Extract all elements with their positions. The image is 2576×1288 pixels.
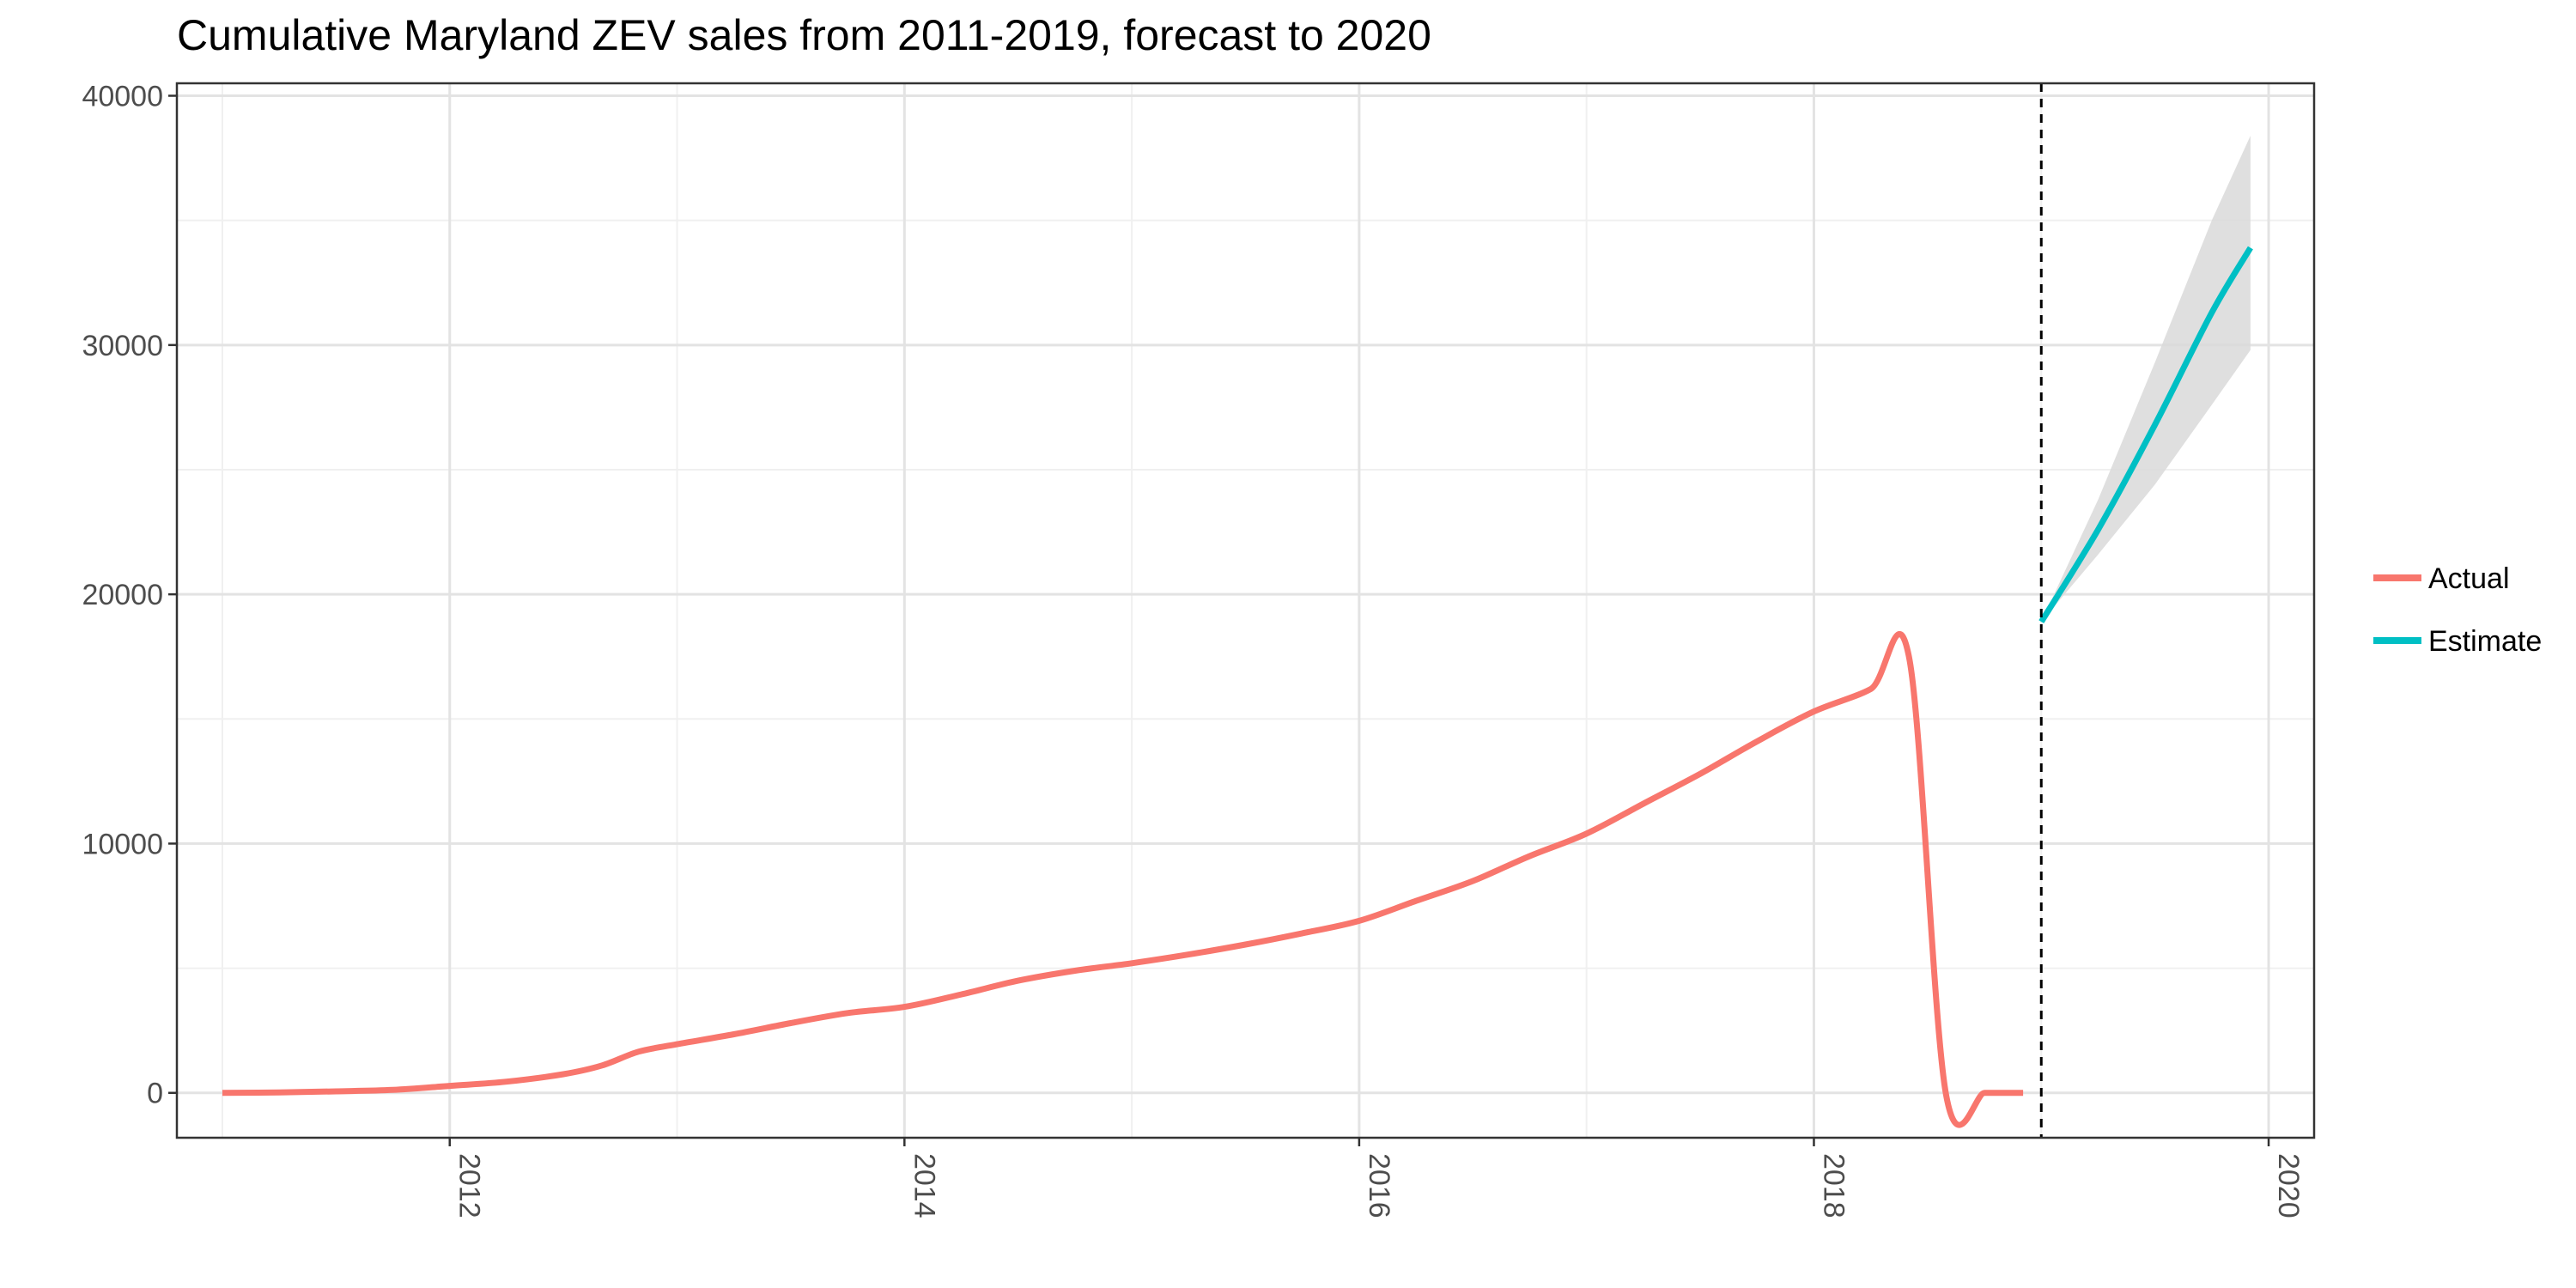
legend-label-estimate: Estimate — [2428, 625, 2542, 658]
y-tick-label: 20000 — [82, 579, 163, 611]
chart-title: Cumulative Maryland ZEV sales from 2011-… — [177, 11, 1431, 59]
x-tick-label: 2012 — [453, 1153, 486, 1218]
plot-border — [175, 82, 2316, 1139]
x-tick-label: 2014 — [908, 1153, 940, 1218]
y-tick-label: 40000 — [82, 81, 163, 113]
confidence-ribbon — [2041, 136, 2251, 623]
x-axis: 2012 2014 2016 2018 2020 — [448, 1138, 2305, 1218]
legend: Actual Estimate — [2373, 562, 2542, 658]
grid-major — [177, 83, 2314, 1138]
x-tick-label: 2020 — [2272, 1153, 2305, 1218]
y-axis: 0 10000 20000 30000 40000 — [82, 81, 177, 1110]
legend-label-actual: Actual — [2428, 562, 2510, 595]
series-line-estimate — [2038, 246, 2253, 623]
series-line-actual — [222, 630, 2024, 1128]
y-tick-label: 10000 — [82, 828, 163, 860]
y-tick-label: 0 — [147, 1078, 163, 1110]
series-lines — [222, 246, 2253, 1128]
x-tick-label: 2018 — [1817, 1153, 1850, 1218]
estimate-confidence-band — [2041, 136, 2251, 623]
plot-panel — [177, 83, 2314, 1138]
y-tick-label: 30000 — [82, 330, 163, 362]
x-tick-label: 2016 — [1363, 1153, 1395, 1218]
